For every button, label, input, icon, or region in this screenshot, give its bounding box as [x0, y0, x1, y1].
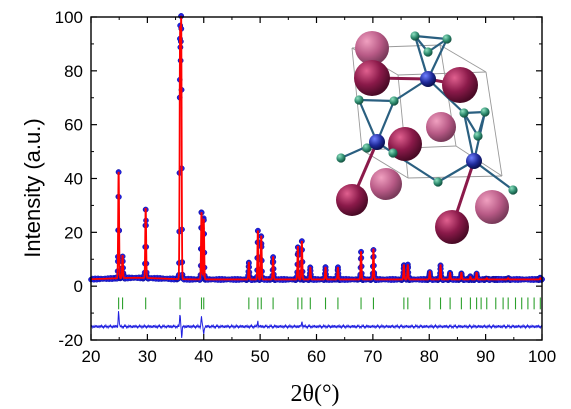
plot-area [88, 13, 545, 338]
large-atom [355, 31, 389, 65]
x-tick-label: 80 [420, 347, 439, 366]
light-atom [442, 34, 452, 44]
y-tick-label: 100 [55, 8, 83, 27]
cell-edge [439, 44, 487, 73]
light-atom [336, 153, 346, 163]
cell-edge [407, 175, 503, 179]
large-atom [426, 112, 456, 142]
light-atom [508, 185, 518, 195]
y-tick-label: 60 [64, 116, 83, 135]
light-atom [473, 131, 483, 141]
y-tick-label: 20 [64, 223, 83, 242]
large-atom [475, 190, 509, 224]
metal-atom [420, 71, 436, 87]
light-atom [459, 108, 469, 118]
x-tick-label: 70 [363, 347, 382, 366]
x-tick-label: 100 [528, 347, 556, 366]
light-atom [388, 148, 398, 158]
difference-series [90, 311, 543, 338]
calculated-series [90, 15, 543, 281]
x-tick-label: 90 [476, 347, 495, 366]
x-tick-label: 50 [251, 347, 270, 366]
cell-edge [361, 149, 409, 179]
axes: 20 30 40 50 60 70 80 90 100 -20 0 20 40 60 80 100 [55, 8, 557, 366]
large-atom [336, 184, 368, 216]
light-atom [410, 31, 420, 41]
y-tick-label: 40 [64, 170, 83, 189]
bond [358, 98, 395, 103]
large-atom [435, 210, 469, 244]
difference-line [90, 311, 543, 338]
light-atom [362, 143, 372, 153]
x-tick-label: 20 [82, 347, 101, 366]
metal-atom [466, 153, 482, 169]
light-atom [389, 96, 399, 106]
cell-edge [485, 71, 503, 177]
bond [473, 160, 514, 191]
light-atom [433, 177, 443, 187]
inset-atoms [336, 31, 518, 244]
x-tick-label: 60 [307, 347, 326, 366]
x-tick-label: 30 [138, 347, 157, 366]
x-axis-label: 2θ(°) [290, 381, 339, 407]
large-atom [354, 60, 390, 96]
y-tick-label: 80 [64, 62, 83, 81]
bond [462, 112, 476, 162]
large-atom [442, 67, 478, 103]
bragg-positions [118, 297, 541, 310]
light-atom [480, 107, 490, 117]
x-tick-label: 40 [194, 347, 213, 366]
large-atom [370, 168, 402, 200]
y-tick-label: -20 [58, 331, 83, 350]
y-axis-label: Intensity (a.u.) [20, 118, 45, 257]
metal-atom [369, 134, 385, 150]
light-atom [423, 47, 433, 57]
bond [414, 34, 448, 41]
y-tick-label: 0 [74, 277, 83, 296]
light-atom [354, 95, 364, 105]
calculated-line [90, 15, 543, 281]
crystal-structure-inset [336, 31, 518, 244]
